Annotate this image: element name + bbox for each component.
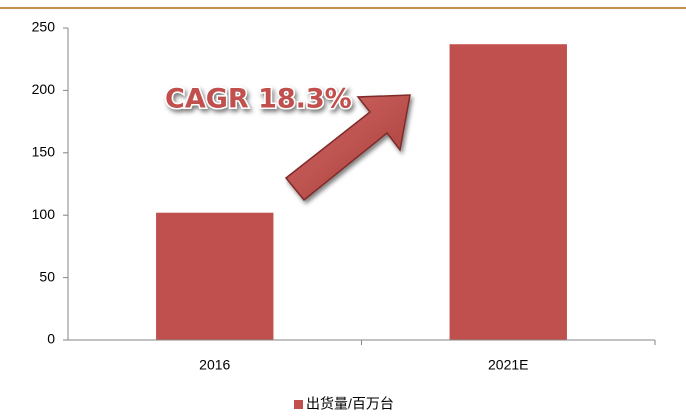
y-tick-label: 150: [32, 144, 56, 160]
bar: [156, 212, 274, 340]
legend-swatch: [294, 400, 303, 409]
y-tick-label: 0: [47, 331, 55, 347]
y-tick-label: 250: [32, 19, 56, 35]
y-tick-label: 200: [32, 81, 56, 97]
x-tick-label: 2016: [199, 357, 230, 373]
cagr-annotation: CAGR 18.3%: [165, 84, 352, 115]
legend-label: 出货量/百万台: [306, 396, 394, 412]
y-tick-label: 50: [39, 268, 55, 284]
y-tick-label: 100: [32, 206, 56, 222]
x-tick-label: 2021E: [488, 357, 528, 373]
bar: [449, 44, 567, 340]
growth-arrow: [284, 94, 411, 202]
